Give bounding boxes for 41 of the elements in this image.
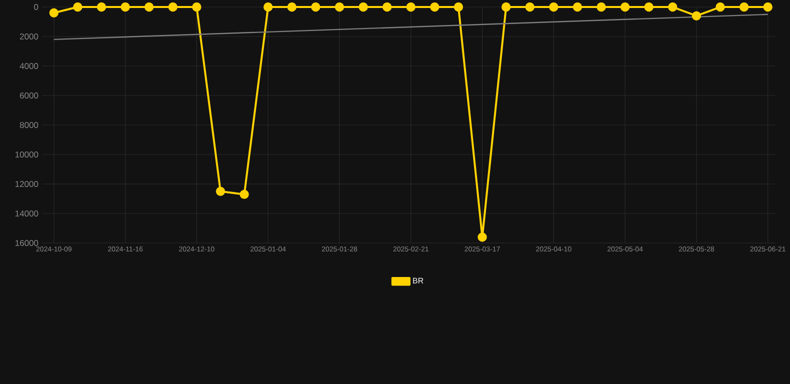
point	[334, 2, 344, 12]
point	[192, 2, 202, 12]
point	[73, 2, 82, 12]
y-tick-label: 14000	[15, 210, 38, 217]
point	[430, 2, 440, 12]
point	[120, 2, 130, 12]
point	[763, 2, 772, 12]
y-tick-label: 6000	[20, 92, 38, 99]
point	[454, 2, 464, 12]
y-tick-label: 0	[34, 4, 38, 10]
y-tick-label: 12000	[15, 181, 38, 188]
point	[692, 11, 702, 20]
point	[144, 2, 154, 12]
point	[596, 2, 606, 12]
point	[739, 2, 749, 12]
point	[668, 2, 678, 12]
point	[406, 2, 416, 12]
point	[240, 190, 249, 199]
point	[549, 2, 558, 12]
y-tick-label: 2000	[20, 34, 38, 40]
point	[644, 2, 654, 12]
point	[525, 2, 534, 12]
y-tick-label: 10000	[15, 152, 38, 158]
point	[96, 2, 106, 12]
point	[287, 2, 296, 12]
legend-label: BR	[413, 278, 424, 284]
point	[49, 8, 59, 18]
point	[382, 2, 392, 12]
point	[311, 2, 320, 12]
point	[620, 2, 630, 12]
point	[358, 2, 368, 12]
point	[716, 2, 725, 12]
point	[216, 186, 226, 196]
point	[501, 2, 511, 12]
point	[168, 2, 178, 12]
y-tick-label: 4000	[20, 63, 38, 70]
point	[263, 2, 273, 12]
point	[572, 2, 582, 12]
y-tick-label: 16000	[15, 240, 38, 246]
point	[478, 232, 487, 242]
y-tick-label: 8000	[20, 122, 38, 128]
